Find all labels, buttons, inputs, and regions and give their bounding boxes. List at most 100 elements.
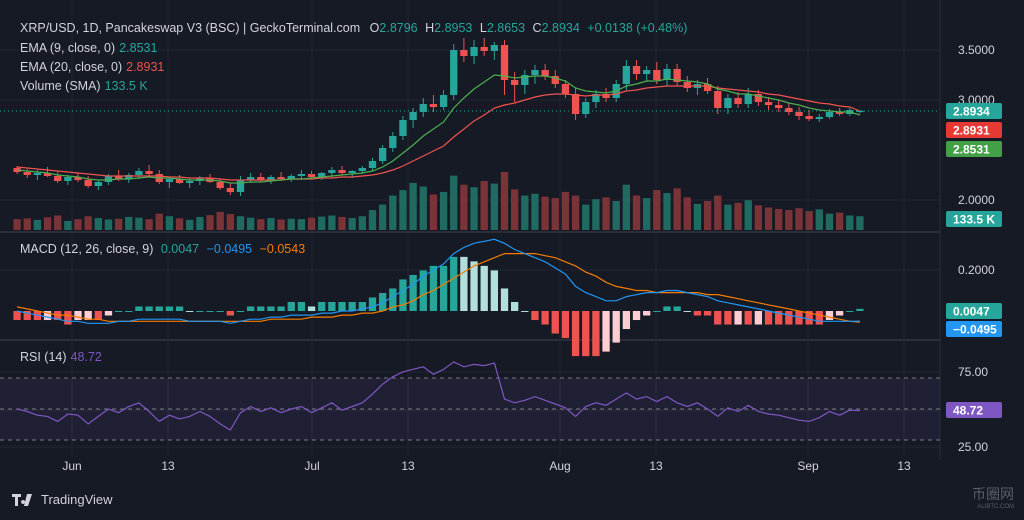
volume-bar [307, 217, 316, 230]
price-axis[interactable]: 3.50003.00002.00000.200075.0025.002.8934… [946, 43, 1002, 454]
price-badge-ema9-bg [946, 141, 1002, 157]
macd-histogram-bar [744, 311, 752, 325]
open-label: O [369, 21, 380, 35]
volume-bar [409, 182, 417, 230]
time-tick: Jun [62, 459, 81, 473]
time-axis[interactable]: Jun 13 Jul 13 Aug 13 Sep 13 [62, 459, 911, 473]
price-badge-ema20-bg [946, 122, 1002, 138]
macd-histogram-bar [683, 311, 691, 312]
candle-body [703, 84, 712, 91]
candle-body [460, 50, 468, 56]
macd-histogram-bar [338, 301, 346, 311]
candle-body [145, 171, 153, 174]
macd-histogram-bar [632, 311, 641, 321]
volume-bar [805, 211, 813, 230]
candle-body [84, 180, 92, 186]
candle-body [64, 177, 72, 181]
symbol-title[interactable]: XRP/USD, 1D, Pancakeswap V3 (BSC) | Geck… [20, 21, 361, 35]
candle-body [632, 66, 641, 74]
volume-legend[interactable]: Volume (SMA) 133.5 K [20, 79, 148, 93]
candle-body [226, 188, 234, 192]
rsi-badge: 48.72 [953, 404, 983, 418]
macd-histogram-bar [592, 311, 600, 357]
macd-histogram-bar [318, 301, 326, 311]
candle-body [815, 117, 823, 119]
candle-body [561, 84, 570, 94]
macd-histogram-bar [429, 265, 438, 311]
candle-body [724, 98, 732, 108]
volume-bar [186, 219, 194, 230]
macd-histogram-bar [389, 288, 397, 311]
macd-histogram-bar [551, 311, 559, 334]
macd-histogram-bar [511, 301, 519, 311]
ema9-line [17, 74, 861, 184]
volume-bar [13, 219, 21, 230]
macd-line-badge: −0.0495 [953, 323, 997, 337]
ema9-legend[interactable]: EMA (9, close, 0) 2.8531 [20, 41, 157, 55]
candle-body [805, 116, 813, 119]
volume-bar [551, 198, 559, 230]
macd-histogram-bar [825, 311, 834, 321]
macd-histogram-bar [643, 311, 651, 316]
macd-histogram-bar [186, 311, 194, 312]
macd-histogram-bar [409, 274, 417, 311]
macd-legend[interactable]: MACD (12, 26, close, 9) 0.0047 −0.0495 −… [20, 242, 305, 256]
macd-histogram-bar [196, 311, 204, 312]
volume-bar [246, 217, 255, 230]
volume-bar [257, 219, 265, 230]
candle-body [856, 110, 864, 113]
macd-histogram-bar [348, 301, 356, 311]
rsi-legend[interactable]: RSI (14) 48.72 [20, 350, 102, 364]
volume-bar [328, 215, 336, 230]
volume-bar [277, 219, 285, 230]
volume-bar [226, 214, 234, 230]
rsi-tick: 75.00 [958, 365, 988, 379]
macd-histogram-bar [500, 288, 509, 311]
macd-histogram-bar [358, 301, 366, 311]
volume-bar [795, 208, 803, 230]
ema20-legend[interactable]: EMA (20, close, 0) 2.8931 [20, 60, 164, 74]
macd-line [16, 238, 860, 324]
candle-body [165, 179, 174, 182]
volume-bar [714, 195, 722, 230]
candle-body [94, 182, 102, 186]
volume-bar [378, 204, 387, 230]
macd-histogram-bar [460, 256, 468, 311]
candle-body [775, 105, 783, 108]
volume-bar [653, 190, 661, 230]
volume-bar [541, 196, 549, 230]
macd-hist-badge: 0.0047 [953, 305, 990, 319]
candle-body [399, 120, 407, 136]
candle-body [216, 182, 224, 188]
candle-body [683, 82, 691, 88]
candle-body [592, 94, 600, 102]
macd-histogram-bar [582, 311, 590, 357]
candle-body [785, 108, 793, 112]
candle-body [531, 70, 539, 75]
volume-label: Volume (SMA) [20, 79, 101, 93]
candle-body [114, 176, 123, 179]
macd-histogram-bar [805, 311, 813, 325]
volume-bar [754, 205, 763, 230]
volume-bar [480, 181, 488, 230]
macd-histogram-bar [673, 306, 681, 311]
macd-histogram-bar [155, 306, 163, 311]
tradingview-icon [12, 493, 32, 506]
candle-body [246, 177, 255, 180]
volume-bar [64, 220, 72, 230]
high-value: 2.8953 [434, 21, 473, 35]
tradingview-logo[interactable]: TradingView [12, 492, 113, 507]
candlesticks [13, 38, 864, 196]
close-value: 2.8934 [541, 21, 580, 35]
volume-bar [236, 216, 245, 230]
macd-histogram-bar [775, 311, 783, 325]
volume-bar [703, 201, 712, 230]
volume-bar [206, 215, 214, 230]
candle-body [622, 66, 631, 84]
price-tick: 3.5000 [958, 43, 995, 57]
candle-body [419, 104, 427, 112]
ema20-line [17, 85, 861, 181]
macd-histogram-bar [815, 311, 823, 325]
volume-bar [297, 219, 306, 230]
